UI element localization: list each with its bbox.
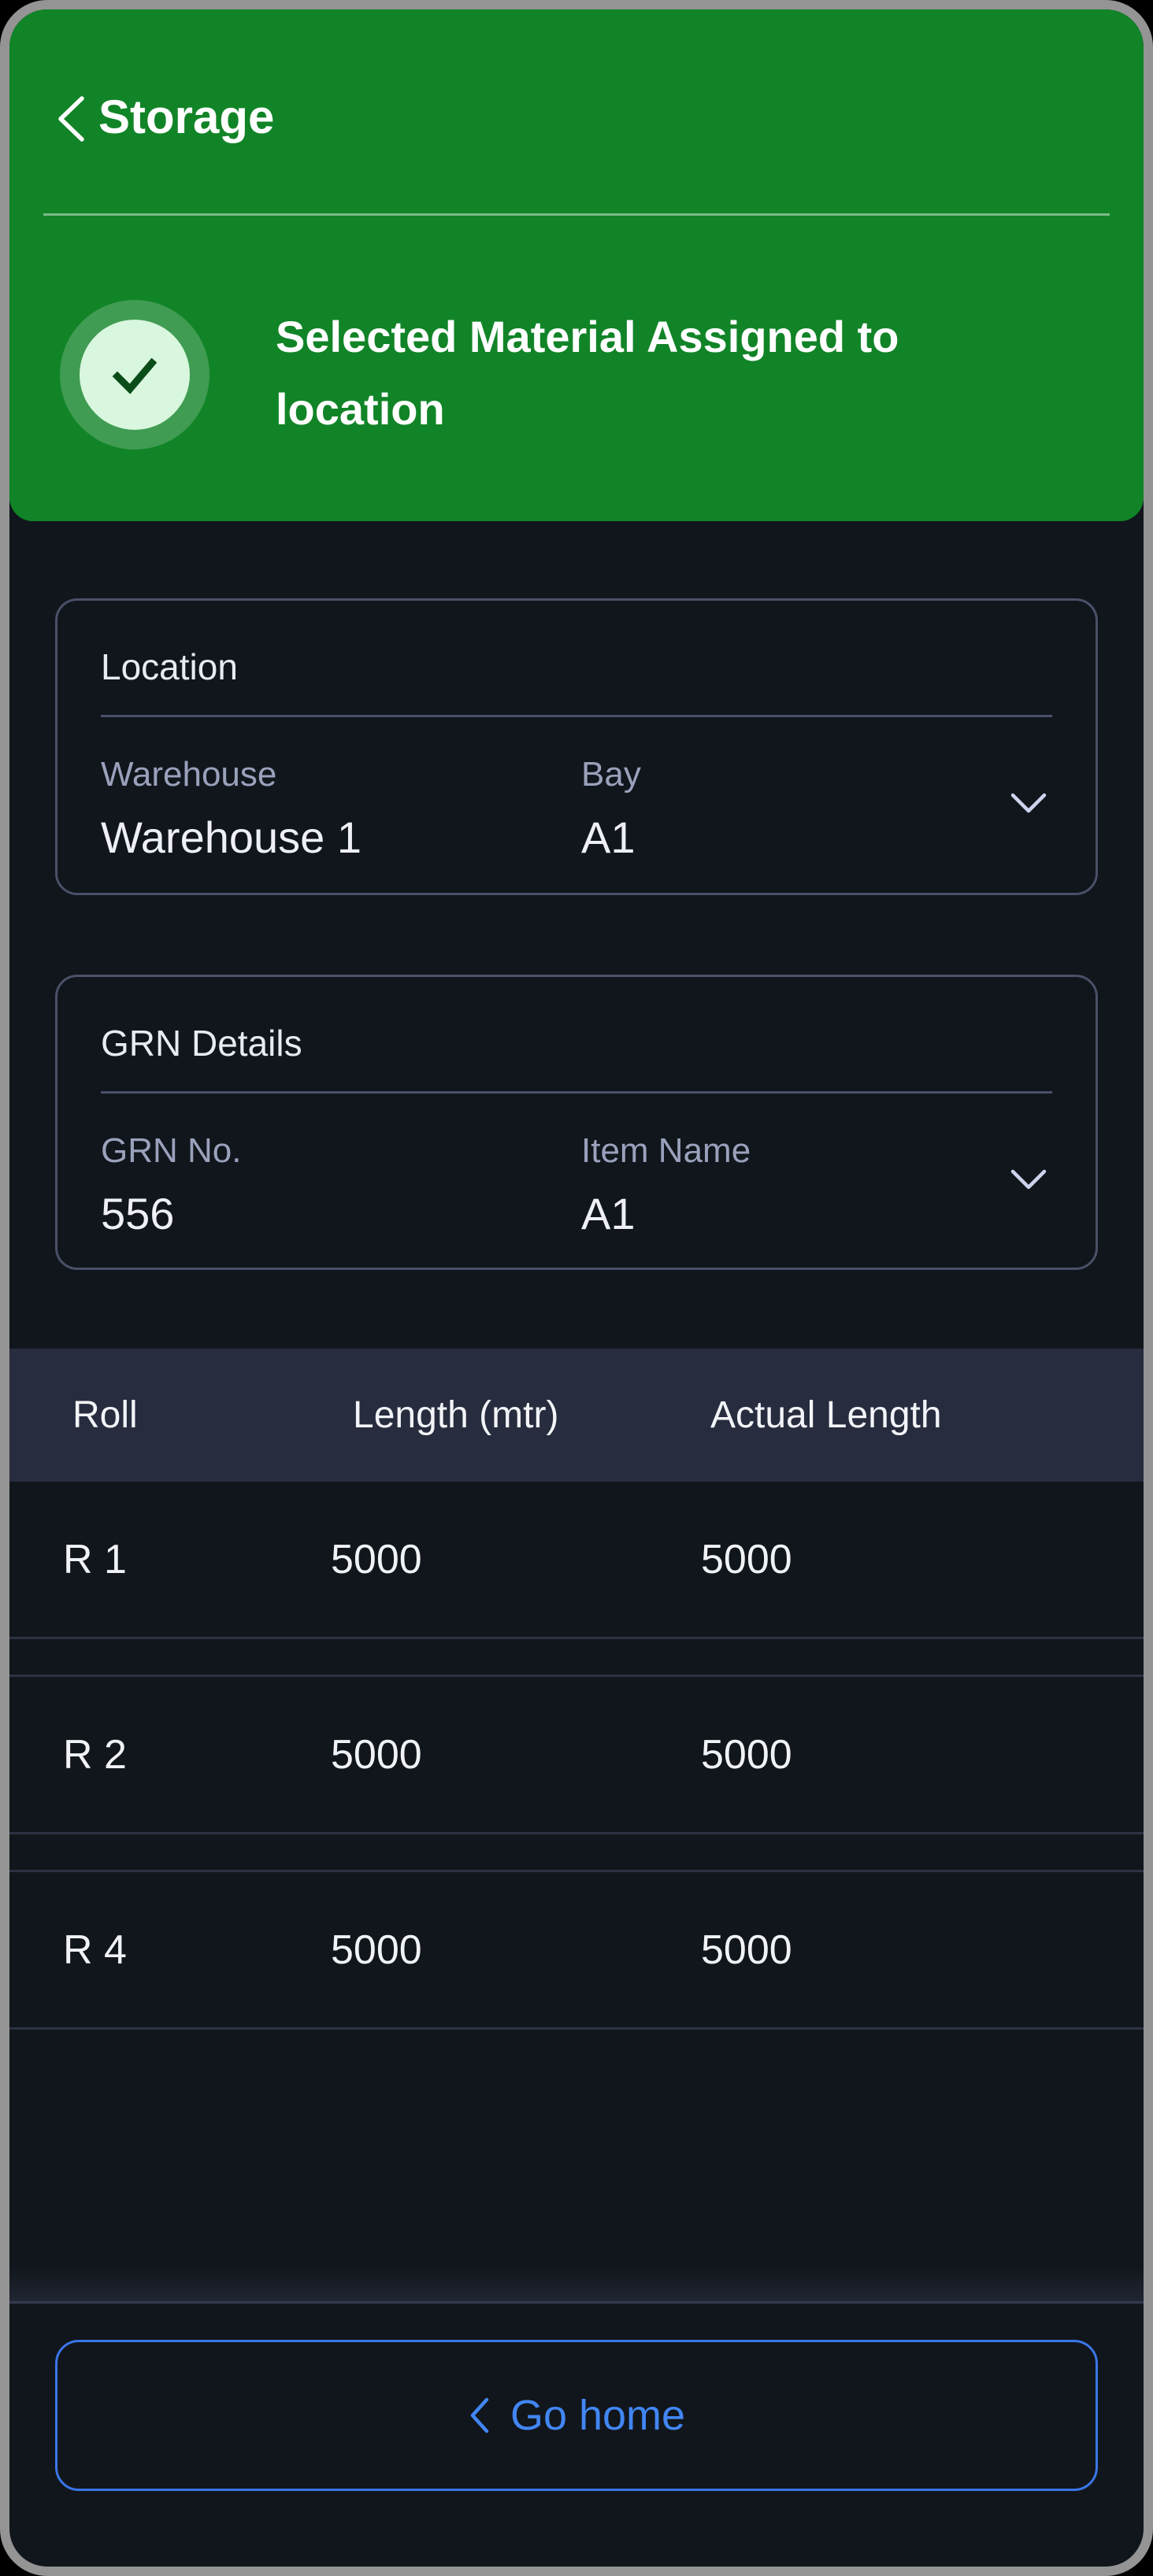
grn-dropdown-button[interactable] xyxy=(1009,1168,1048,1191)
bay-label: Bay xyxy=(581,755,641,794)
length-cell: 5000 xyxy=(331,1926,422,1973)
chevron-left-icon xyxy=(54,94,88,143)
go-home-label: Go home xyxy=(510,2392,686,2439)
actual-length-cell: 5000 xyxy=(701,1926,792,1973)
grn-card-divider xyxy=(101,1091,1052,1094)
bay-field[interactable]: Bay A1 xyxy=(581,755,1001,861)
warehouse-field: Warehouse Warehouse 1 xyxy=(101,755,581,861)
grn-details-card: GRN Details GRN No. 556 Item Name A1 xyxy=(55,975,1098,1270)
rolls-table-body: R 1 5000 5000 R 2 5000 5000 R 4 5000 500… xyxy=(9,1482,1144,2030)
chevron-down-icon xyxy=(1009,791,1048,815)
item-name-label: Item Name xyxy=(581,1131,751,1170)
bay-value: A1 xyxy=(581,812,636,862)
column-header-roll: Roll xyxy=(72,1394,138,1436)
length-cell: 5000 xyxy=(331,1731,422,1778)
success-message: Selected Material Assigned to location xyxy=(276,312,899,434)
chevron-down-icon xyxy=(1009,1168,1048,1191)
roll-cell: R 4 xyxy=(63,1926,127,1973)
success-icon-halo xyxy=(60,300,209,450)
item-name-value: A1 xyxy=(581,1189,636,1238)
warehouse-value: Warehouse 1 xyxy=(101,812,361,862)
actual-length-cell: 5000 xyxy=(701,1536,792,1582)
row-gap xyxy=(9,1639,1144,1677)
location-card-divider xyxy=(101,715,1052,717)
success-header: Storage Selected Material Assigned to lo… xyxy=(9,9,1144,521)
grn-no-value: 556 xyxy=(101,1189,175,1238)
success-check-icon xyxy=(80,320,190,430)
back-button[interactable] xyxy=(54,94,88,143)
row-gap xyxy=(9,1834,1144,1872)
rolls-table-header: Roll Length (mtr) Actual Length xyxy=(9,1349,1144,1482)
location-dropdown-button[interactable] xyxy=(1009,791,1048,815)
roll-cell: R 2 xyxy=(63,1731,127,1778)
grn-no-field: GRN No. 556 xyxy=(101,1131,581,1237)
length-cell: 5000 xyxy=(331,1536,422,1582)
header-divider xyxy=(43,213,1110,216)
location-card: Location Warehouse Warehouse 1 Bay A1 xyxy=(55,598,1098,895)
grn-no-label: GRN No. xyxy=(101,1131,242,1170)
column-header-actual-length: Actual Length xyxy=(710,1394,942,1436)
column-header-length: Length (mtr) xyxy=(353,1394,559,1436)
page-title: Storage xyxy=(98,91,275,143)
scroll-shadow xyxy=(9,2267,1144,2301)
chevron-left-icon xyxy=(468,2396,490,2434)
table-row: R 4 5000 5000 xyxy=(9,1872,1144,2030)
item-name-field[interactable]: Item Name A1 xyxy=(581,1131,1001,1237)
table-row: R 1 5000 5000 xyxy=(9,1482,1144,1639)
roll-cell: R 1 xyxy=(63,1536,127,1582)
location-card-title: Location xyxy=(101,646,238,687)
go-home-button[interactable]: Go home xyxy=(55,2340,1098,2491)
footer-divider xyxy=(9,2301,1144,2304)
grn-card-title: GRN Details xyxy=(101,1023,302,1064)
table-row: R 2 5000 5000 xyxy=(9,1677,1144,1834)
actual-length-cell: 5000 xyxy=(701,1731,792,1778)
warehouse-label: Warehouse xyxy=(101,755,277,794)
